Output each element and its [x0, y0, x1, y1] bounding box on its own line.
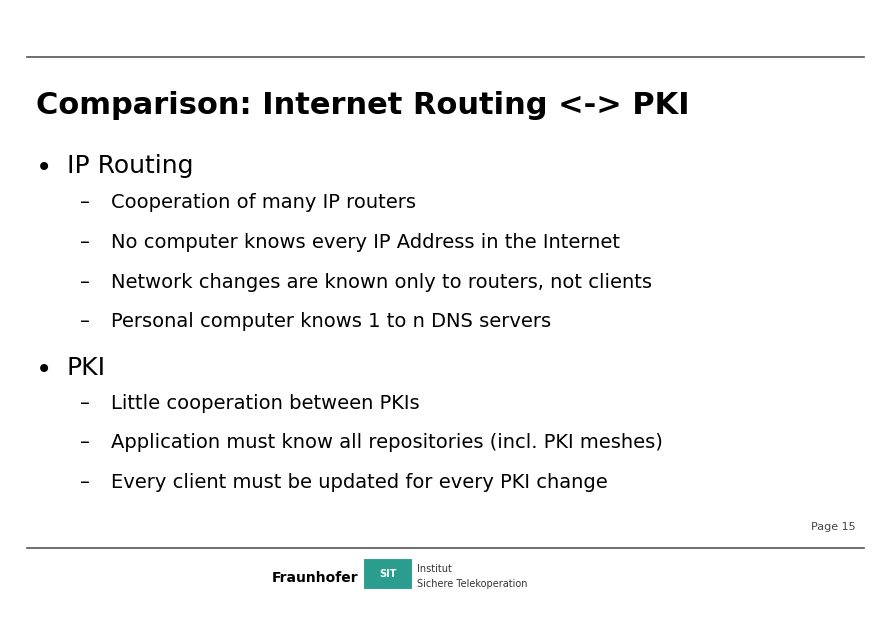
- Text: PKI: PKI: [67, 356, 106, 380]
- Text: Institut: Institut: [417, 564, 452, 574]
- Text: –: –: [80, 433, 90, 452]
- Text: Sichere Telekoperation: Sichere Telekoperation: [417, 579, 527, 589]
- Text: SIT: SIT: [379, 569, 396, 579]
- FancyBboxPatch shape: [363, 558, 413, 590]
- Text: –: –: [80, 193, 90, 212]
- Text: Comparison: Internet Routing <-> PKI: Comparison: Internet Routing <-> PKI: [36, 91, 690, 120]
- Text: •: •: [36, 154, 52, 182]
- Text: Page 15: Page 15: [811, 522, 855, 532]
- Text: Application must know all repositories (incl. PKI meshes): Application must know all repositories (…: [111, 433, 663, 452]
- Text: Personal computer knows 1 to n DNS servers: Personal computer knows 1 to n DNS serve…: [111, 312, 552, 331]
- Text: –: –: [80, 312, 90, 331]
- Text: –: –: [80, 394, 90, 413]
- Text: Network changes are known only to routers, not clients: Network changes are known only to router…: [111, 273, 652, 292]
- Text: Every client must be updated for every PKI change: Every client must be updated for every P…: [111, 473, 609, 492]
- Text: Fraunhofer: Fraunhofer: [272, 571, 358, 585]
- Text: –: –: [80, 473, 90, 492]
- Text: –: –: [80, 273, 90, 292]
- Text: –: –: [80, 233, 90, 252]
- Text: Cooperation of many IP routers: Cooperation of many IP routers: [111, 193, 416, 212]
- Text: •: •: [36, 356, 52, 384]
- Text: IP Routing: IP Routing: [67, 154, 193, 178]
- Text: Little cooperation between PKIs: Little cooperation between PKIs: [111, 394, 420, 413]
- Text: No computer knows every IP Address in the Internet: No computer knows every IP Address in th…: [111, 233, 620, 252]
